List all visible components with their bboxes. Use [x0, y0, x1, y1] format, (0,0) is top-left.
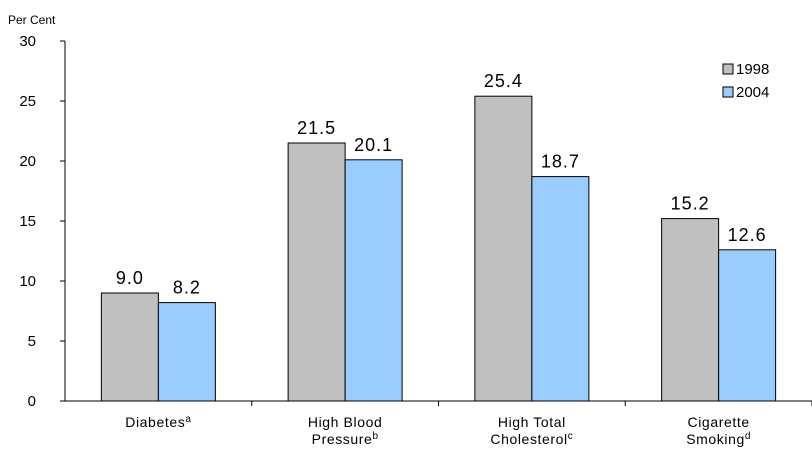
bar-2004-2	[531, 176, 590, 402]
bar-2004-0	[157, 302, 216, 402]
y-tick-label: 0	[28, 393, 36, 410]
data-label-1998-0: 9.0	[116, 268, 144, 288]
y-tick-label: 15	[19, 213, 36, 230]
data-label-1998-3: 15.2	[671, 194, 710, 214]
legend-label-1998: 1998	[736, 61, 769, 78]
category-label-0: Diabetesa	[125, 414, 191, 431]
y-tick-label: 10	[19, 273, 36, 290]
legend: 1998 2004	[722, 61, 769, 101]
legend-label-2004: 2004	[736, 84, 769, 101]
category-label-1: High Blood Pressureb	[308, 414, 383, 447]
data-label-2004-3: 12.6	[728, 225, 767, 245]
y-unit-label: Per Cent	[8, 13, 56, 27]
category-labels: Diabetesa High Blood Pressureb High Total Ch…	[125, 414, 751, 448]
bar-1998-1	[287, 142, 346, 402]
bar-2004-3	[718, 249, 777, 402]
data-labels: 9.0 8.2 21.5 20.1 25.4 18.7 15.2 12.6	[116, 71, 767, 298]
legend-swatch-2004	[722, 86, 734, 98]
y-tick-label: 25	[19, 93, 36, 110]
bar-1998-3	[661, 218, 720, 402]
data-label-2004-1: 20.1	[354, 135, 393, 155]
bar-1998-2	[474, 95, 533, 402]
bars	[100, 95, 777, 402]
category-label-3: Cigarette Smokingd	[686, 414, 751, 447]
legend-swatch-1998	[722, 63, 734, 75]
data-label-1998-2: 25.4	[484, 71, 523, 91]
y-tick-label: 30	[19, 33, 36, 50]
bar-1998-0	[100, 292, 159, 402]
category-label-2: High Total Cholesterolc	[490, 414, 573, 447]
bar-2004-1	[344, 159, 403, 402]
y-tick-label: 5	[28, 333, 36, 350]
data-label-1998-1: 21.5	[297, 118, 336, 138]
y-tick-label: 20	[19, 153, 36, 170]
data-label-2004-0: 8.2	[173, 278, 201, 298]
data-label-2004-2: 18.7	[541, 152, 580, 172]
